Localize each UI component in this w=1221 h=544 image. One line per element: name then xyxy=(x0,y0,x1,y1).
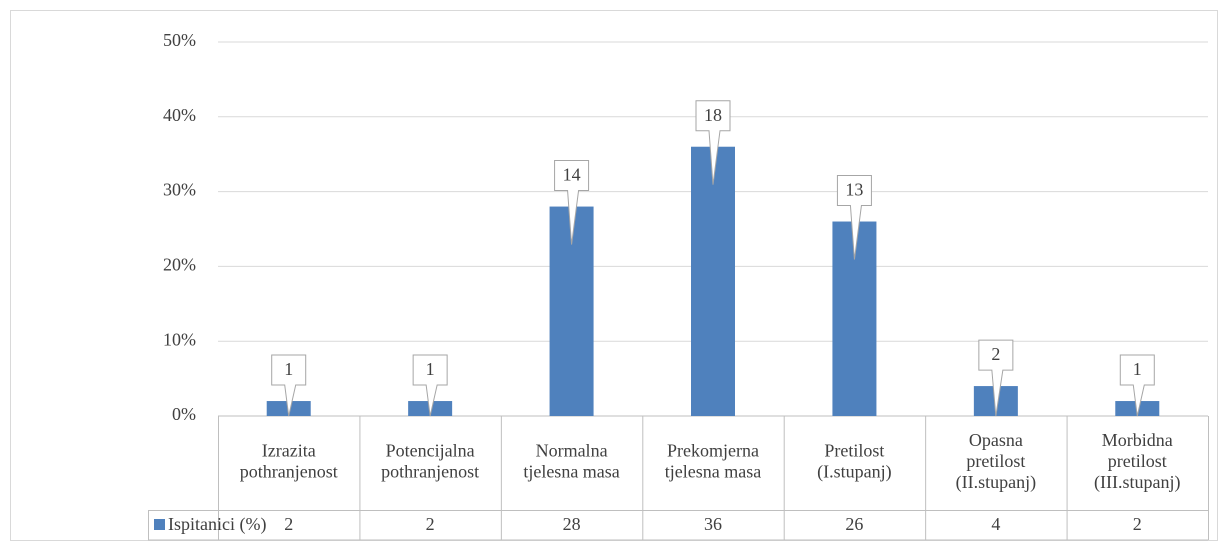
y-tick-label: 50% xyxy=(163,30,196,50)
chart-border xyxy=(10,10,1218,541)
callout xyxy=(1119,354,1155,417)
data-label: 2 xyxy=(991,344,1000,364)
table-value: 2 xyxy=(284,514,293,534)
data-label: 1 xyxy=(284,359,293,379)
x-tick-label: Izrazita xyxy=(262,441,316,461)
callout xyxy=(412,354,448,417)
x-tick-label: pothranjenost xyxy=(240,462,338,482)
x-tick-label: Potencijalna xyxy=(386,441,475,461)
x-tick-label: pretilost xyxy=(966,451,1025,471)
legend-swatch xyxy=(154,519,165,530)
table-value: 4 xyxy=(991,514,1000,534)
data-label: 14 xyxy=(563,165,581,185)
x-tick-label: pothranjenost xyxy=(381,462,479,482)
table-value: 36 xyxy=(704,514,722,534)
callout xyxy=(836,175,872,260)
table-value: 2 xyxy=(426,514,435,534)
callout xyxy=(978,339,1014,417)
bar xyxy=(691,146,735,416)
x-tick-label: Prekomjerna xyxy=(667,441,759,461)
table-value: 26 xyxy=(845,514,863,534)
y-tick-label: 20% xyxy=(163,255,196,275)
x-tick-label: (III.stupanj) xyxy=(1094,472,1180,493)
y-tick-label: 10% xyxy=(163,329,196,349)
data-label: 13 xyxy=(845,180,863,200)
y-tick-label: 40% xyxy=(163,105,196,125)
x-tick-label: (II.stupanj) xyxy=(956,472,1036,493)
data-label: 18 xyxy=(704,105,722,125)
x-tick-label: Morbidna xyxy=(1102,430,1173,450)
callout xyxy=(271,354,307,417)
x-tick-label: Pretilost xyxy=(824,441,884,461)
table-value: 28 xyxy=(563,514,581,534)
x-tick-label: Normalna xyxy=(536,441,608,461)
data-label: 1 xyxy=(426,359,435,379)
y-tick-label: 30% xyxy=(163,180,196,200)
y-tick-label: 0% xyxy=(172,404,196,424)
x-tick-label: (I.stupanj) xyxy=(817,462,891,483)
legend-label: Ispitanici (%) xyxy=(168,514,266,535)
callout xyxy=(554,160,590,245)
table-value: 2 xyxy=(1133,514,1142,534)
data-label: 1 xyxy=(1133,359,1142,379)
x-tick-label: pretilost xyxy=(1108,451,1167,471)
x-tick-label: tjelesna masa xyxy=(665,462,761,482)
x-tick-label: Opasna xyxy=(969,430,1023,450)
callout xyxy=(695,100,731,185)
x-tick-label: tjelesna masa xyxy=(523,462,619,482)
